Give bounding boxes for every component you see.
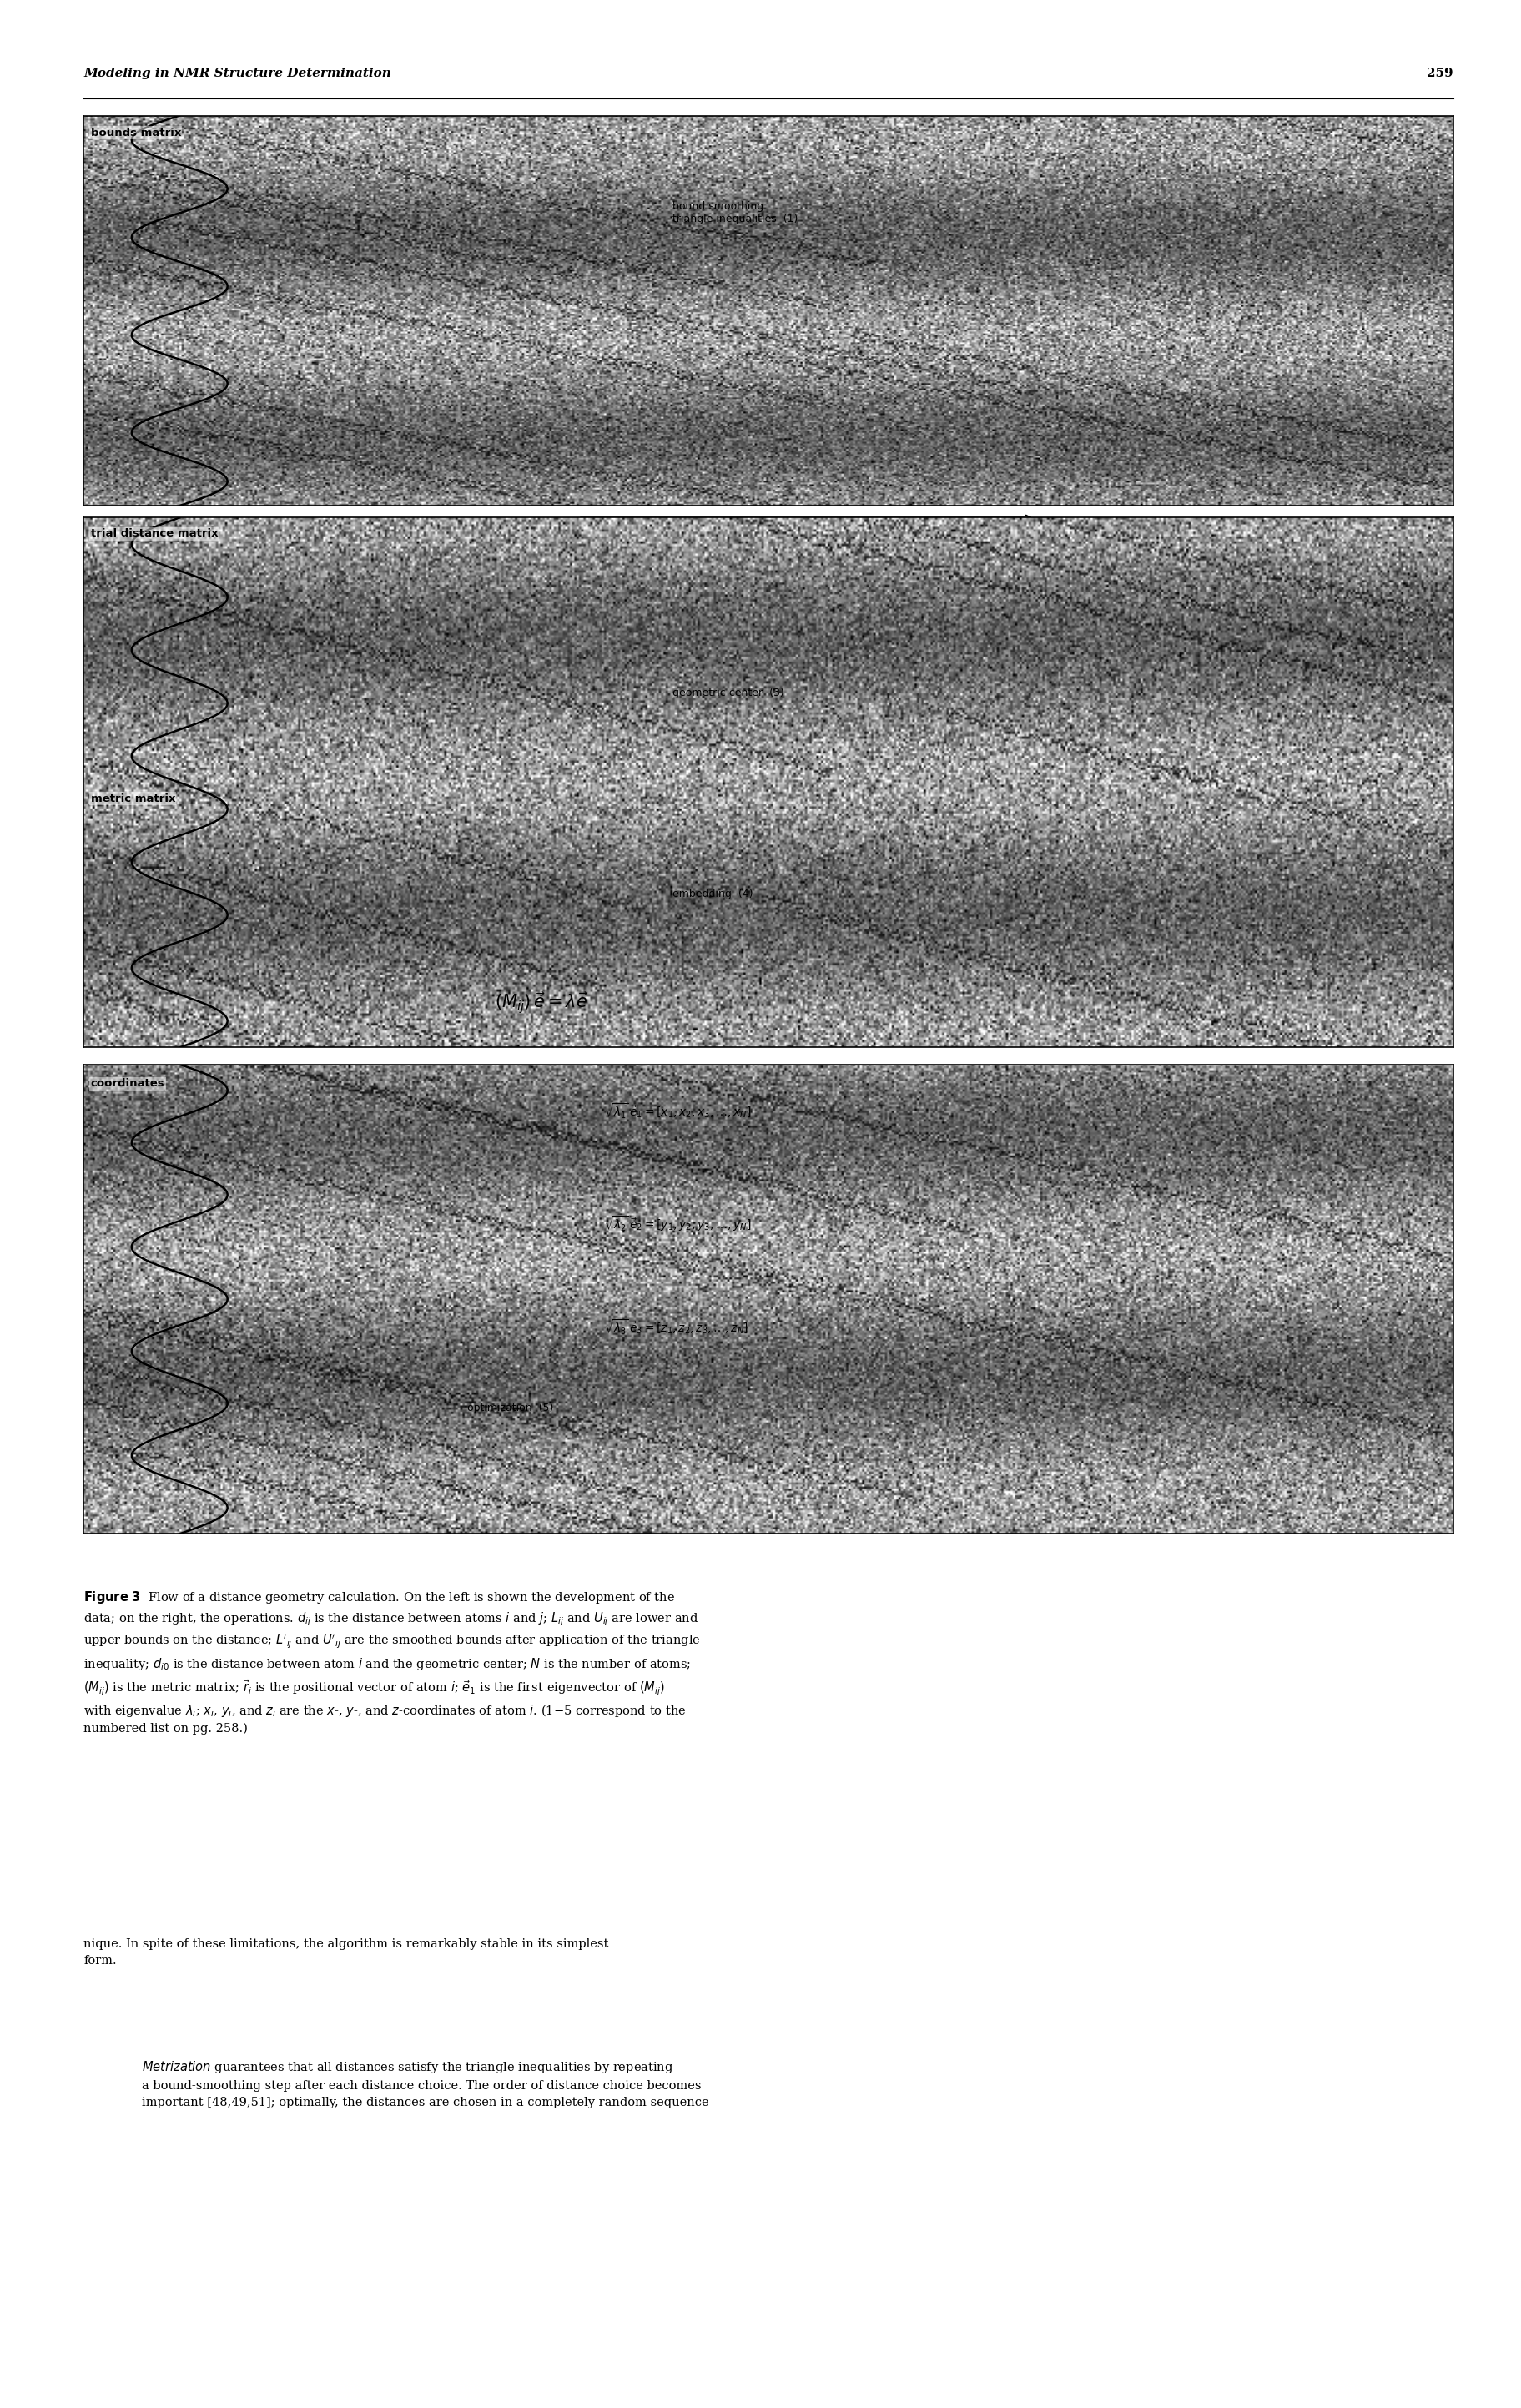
Text: 259: 259 — [1427, 67, 1453, 79]
Text: Modeling in NMR Structure Determination: Modeling in NMR Structure Determination — [84, 67, 391, 79]
Text: distance selection  (2)
(metrization): distance selection (2) (metrization) — [726, 530, 856, 554]
Text: nique. In spite of these limitations, the algorithm is remarkably stable in its : nique. In spite of these limitations, th… — [84, 1938, 608, 1967]
Text: $\bf{Figure\ 3}$  Flow of a distance geometry calculation. On the left is shown : $\bf{Figure\ 3}$ Flow of a distance geom… — [84, 1589, 701, 1736]
Text: $\mathit{Metrization}$ guarantees that all distances satisfy the triangle inequa: $\mathit{Metrization}$ guarantees that a… — [141, 2059, 709, 2107]
